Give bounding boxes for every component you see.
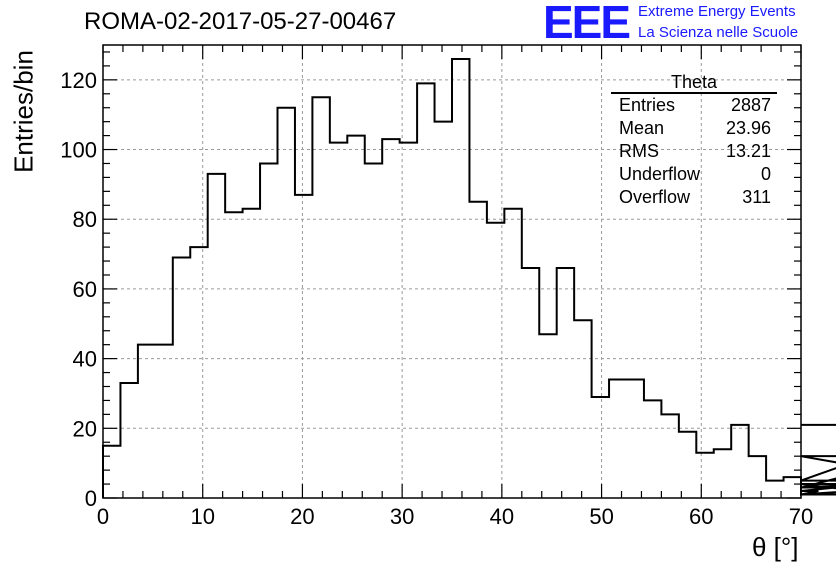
histogram-bin [260, 163, 277, 498]
y-axis-label: Entries/bin [8, 50, 39, 173]
stats-row-mean: Mean 23.96 [611, 117, 777, 140]
eee-logo: EEE [543, 0, 631, 48]
stats-row-rms: RMS 13.21 [611, 140, 777, 163]
histogram-bin [452, 59, 469, 498]
histogram-bin [644, 400, 661, 498]
x-axis-label: θ [°] [752, 532, 799, 562]
histogram-bin [103, 446, 120, 498]
logo-line-1: Extreme Energy Events [638, 3, 796, 20]
stats-label: Underflow [619, 164, 701, 184]
stats-value: 2887 [730, 95, 771, 115]
x-tick-label: 0 [97, 504, 109, 529]
stats-value: 0 [760, 164, 771, 184]
histogram-bin [400, 143, 417, 498]
x-tick-label: 10 [190, 504, 214, 529]
histogram-bin [714, 449, 731, 498]
histogram-bin [417, 83, 434, 498]
plot-frame [102, 44, 802, 499]
histogram-bin [679, 432, 696, 498]
histogram-bin [592, 397, 609, 498]
stats-label: Overflow [619, 187, 691, 207]
y-tick-label: 40 [73, 347, 97, 372]
histogram-bin [504, 209, 521, 498]
y-tick-label: 120 [60, 68, 97, 93]
stats-title: Theta [611, 72, 777, 94]
histogram-bin [295, 195, 312, 498]
histogram-bin [574, 320, 591, 498]
stats-value: 23.96 [725, 118, 771, 138]
histogram-bin [312, 97, 329, 498]
stats-row-underflow: Underflow 0 [611, 163, 777, 186]
y-tick-label: 100 [60, 138, 97, 163]
logo-line-2: La Scienza nelle Scuole [638, 24, 799, 41]
histogram-bin [627, 380, 644, 498]
stats-label: RMS [619, 141, 659, 161]
histogram-bin [278, 108, 295, 498]
histogram-bin [330, 143, 347, 498]
histogram-bin [539, 334, 556, 498]
histogram-bin [208, 174, 225, 498]
histogram-bin [749, 456, 766, 498]
x-tick-label: 30 [390, 504, 414, 529]
histogram-bin [382, 139, 399, 498]
stats-value: 311 [742, 187, 771, 207]
stats-label: Mean [619, 118, 665, 138]
x-tick-label: 70 [789, 504, 813, 529]
histogram-bin [435, 122, 452, 498]
histogram-bin [173, 258, 190, 498]
stats-row-overflow: Overflow 311 [611, 186, 777, 209]
histogram-bin [347, 136, 364, 498]
histogram-bin [120, 383, 137, 498]
x-tick-label: 40 [490, 504, 514, 529]
histogram-bin [469, 202, 486, 498]
x-tick-label: 60 [689, 504, 713, 529]
histogram-bin [243, 209, 260, 498]
y-tick-label: 80 [73, 207, 97, 232]
histogram-bin [138, 345, 155, 498]
stats-row-entries: Entries 2887 [611, 94, 777, 117]
histogram-bin [225, 212, 242, 498]
histogram-bin [609, 380, 626, 498]
y-tick-label: 60 [73, 277, 97, 302]
histogram-bin [155, 345, 172, 498]
chart-title: ROMA-02-2017-05-27-00467 [84, 8, 397, 35]
histogram-bin [365, 163, 382, 498]
x-tick-label: 20 [290, 504, 314, 529]
histogram-bin [522, 268, 539, 498]
histogram-bin [696, 453, 713, 498]
histogram-series [102, 57, 836, 498]
stats-value: 13.21 [725, 141, 771, 161]
histogram-bin [731, 425, 748, 498]
histogram-bin [487, 223, 504, 498]
stats-label: Entries [619, 95, 676, 115]
histogram-bin [661, 414, 678, 498]
x-tick-label: 50 [589, 504, 613, 529]
stats-box: Theta Entries 2887 Mean 23.96 RMS 13.21 … [611, 72, 777, 209]
histogram-bin [557, 268, 574, 498]
histogram-bin [190, 247, 207, 498]
y-tick-label: 20 [73, 416, 97, 441]
histogram-bin [784, 477, 801, 498]
y-tick-label: 0 [85, 486, 97, 511]
